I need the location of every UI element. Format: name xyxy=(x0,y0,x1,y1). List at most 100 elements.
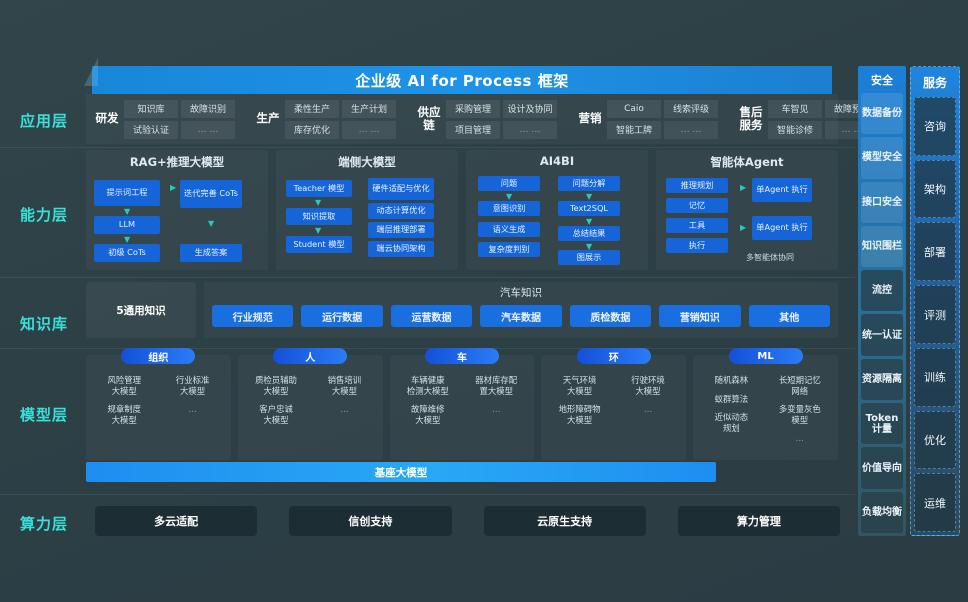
cap-box[interactable]: 语义生成 xyxy=(478,222,540,237)
model-item[interactable]: 蚁群算法 xyxy=(714,393,749,404)
app-cell[interactable]: 设计及协同 xyxy=(503,99,557,118)
cap-box[interactable]: 复杂度判别 xyxy=(478,242,540,257)
cap-box[interactable]: Text2SQL xyxy=(558,201,620,216)
compute-button-multicloud[interactable]: 多云适配 xyxy=(95,506,258,536)
app-cell-more: … … xyxy=(503,120,557,139)
cap-box[interactable]: 初级 CoTs xyxy=(94,244,160,262)
cap-box[interactable]: 推理规划 xyxy=(666,178,728,193)
security-item-isolation[interactable]: 资源隔离 xyxy=(861,358,903,401)
compute-button-xinchuang[interactable]: 信创支持 xyxy=(289,506,452,536)
cap-box[interactable]: 硬件适配与优化 xyxy=(368,178,434,200)
cap-box[interactable]: 生成答案 xyxy=(180,244,242,262)
service-item-operations[interactable]: 运维 xyxy=(914,473,956,533)
model-pill: 环 xyxy=(576,348,651,364)
knowledge-chip[interactable]: 其他 xyxy=(748,305,830,327)
model-item[interactable]: 质检员辅助 大模型 xyxy=(255,375,297,396)
security-item-loadbalance[interactable]: 负载均衡 xyxy=(861,491,903,533)
page-title: 企业级 AI for Process 框架 xyxy=(92,66,832,94)
app-cell[interactable]: Caio xyxy=(607,99,661,118)
model-item[interactable]: 行驶环境 大模型 xyxy=(631,375,665,396)
cap-box[interactable]: 图展示 xyxy=(558,250,620,265)
knowledge-chip[interactable]: 汽车数据 xyxy=(480,305,562,327)
cap-box[interactable]: 单Agent 执行 xyxy=(752,216,812,240)
cap-box[interactable]: 提示词工程 xyxy=(94,180,160,206)
model-item[interactable]: 近似动态 规划 xyxy=(714,412,749,433)
knowledge-chip[interactable]: 行业规范 xyxy=(212,305,294,327)
cap-box[interactable]: 动态计算优化 xyxy=(368,203,434,219)
model-item[interactable]: 客户忠诚 大模型 xyxy=(259,404,293,425)
app-cell[interactable]: 知识库 xyxy=(124,99,178,118)
security-item-value[interactable]: 价值导向 xyxy=(861,447,903,489)
divider xyxy=(0,494,855,495)
compute-button-management[interactable]: 算力管理 xyxy=(677,506,840,536)
cap-box[interactable]: 工具 xyxy=(666,218,728,233)
app-cell[interactable]: 采购管理 xyxy=(446,99,500,118)
cap-box[interactable]: 端云协同架构 xyxy=(368,241,434,257)
service-item-consulting[interactable]: 咨询 xyxy=(914,97,956,156)
model-item[interactable]: 风险管理 大模型 xyxy=(107,375,141,396)
model-item[interactable]: 长短期记忆 网络 xyxy=(778,375,821,396)
app-group-name: 售后服务 xyxy=(739,104,763,132)
cap-box[interactable]: 迭代完善 CoTs xyxy=(180,180,242,208)
model-card-ml: ML 随机森林 蚁群算法 近似动态 规划 长短期记忆 网络 多变量灰色 模型 … xyxy=(693,348,838,460)
app-cell[interactable]: 智能工牌 xyxy=(607,120,661,139)
arrow-right-icon: ▶ xyxy=(740,223,747,232)
security-item-guardrail[interactable]: 知识围栏 xyxy=(861,225,903,268)
model-card-vehicle: 车 车辆健康 检测大模型 故障维修 大模型 器材库存配 置大模型 … xyxy=(390,348,535,460)
cap-box[interactable]: 执行 xyxy=(666,238,728,253)
app-cell[interactable]: 线索评级 xyxy=(664,99,718,118)
model-item[interactable]: 销售培训 大模型 xyxy=(327,375,362,396)
app-cell[interactable]: 柔性生产 xyxy=(285,99,339,118)
knowledge-chip[interactable]: 营销知识 xyxy=(659,305,741,327)
cap-box[interactable]: Student 模型 xyxy=(286,236,352,253)
app-cell[interactable]: 车智见 xyxy=(768,99,822,118)
arrow-down-icon: ▼ xyxy=(586,192,593,201)
app-cell[interactable]: 智能诊修 xyxy=(768,120,822,139)
capability-layer: RAG+推理大模型 提示词工程 ▼ LLM ▼ 初级 CoTs 迭代完善 CoT… xyxy=(86,150,838,270)
cap-box[interactable]: 意图识别 xyxy=(478,201,540,216)
model-item[interactable]: 天气环境 大模型 xyxy=(562,375,597,396)
arrow-down-icon: ▼ xyxy=(315,226,322,235)
model-item[interactable]: 多变量灰色 模型 xyxy=(778,404,821,425)
app-cell[interactable]: 试验认证 xyxy=(124,120,178,139)
knowledge-chip[interactable]: 运营数据 xyxy=(390,305,473,327)
model-item[interactable]: 器材库存配 置大模型 xyxy=(475,375,518,396)
cap-box[interactable]: 问题 xyxy=(478,176,540,191)
model-item[interactable]: 故障维修 大模型 xyxy=(411,404,445,425)
security-item-sso[interactable]: 统一认证 xyxy=(861,314,903,356)
cap-box[interactable]: 记忆 xyxy=(666,198,728,213)
app-cell[interactable]: 故障识别 xyxy=(181,99,235,118)
app-cell[interactable]: 生产计划 xyxy=(342,99,396,118)
model-item[interactable]: 车辆健康 检测大模型 xyxy=(406,375,449,396)
cap-box[interactable]: 知识提取 xyxy=(286,208,352,225)
cap-box[interactable]: 问题分解 xyxy=(558,176,620,191)
knowledge-chip[interactable]: 运行数据 xyxy=(301,305,383,327)
knowledge-layer: 5通用知识 汽车知识 行业规范 运行数据 运营数据 汽车数据 质检数据 营销知识… xyxy=(86,282,838,342)
cap-box[interactable]: LLM xyxy=(94,216,160,234)
cap-box[interactable]: 单Agent 执行 xyxy=(752,178,812,202)
service-item-architecture[interactable]: 架构 xyxy=(914,159,956,219)
app-cell[interactable]: 项目管理 xyxy=(446,120,500,139)
cap-box[interactable]: 总结结果 xyxy=(558,226,620,241)
security-item-flowcontrol[interactable]: 流控 xyxy=(861,270,903,312)
cap-box[interactable]: Teacher 模型 xyxy=(286,180,352,197)
security-item-model[interactable]: 模型安全 xyxy=(861,137,903,179)
service-item-optimization[interactable]: 优化 xyxy=(914,410,956,470)
security-item-token[interactable]: Token计量 xyxy=(861,403,903,445)
service-item-training[interactable]: 训练 xyxy=(914,347,956,407)
model-item[interactable]: 规章制度 大模型 xyxy=(107,404,141,425)
service-item-deployment[interactable]: 部署 xyxy=(914,222,956,282)
knowledge-general[interactable]: 5通用知识 xyxy=(86,282,196,338)
knowledge-chip[interactable]: 质检数据 xyxy=(569,305,652,327)
model-item[interactable]: 随机森林 xyxy=(714,375,749,385)
model-item[interactable]: 地形障碍物 大模型 xyxy=(558,404,601,425)
app-cell[interactable]: 库存优化 xyxy=(285,120,339,139)
security-item-interface[interactable]: 接口安全 xyxy=(861,181,903,223)
security-item-backup[interactable]: 数据备份 xyxy=(861,93,903,135)
service-item-evaluation[interactable]: 评测 xyxy=(914,285,956,344)
cap-box[interactable]: 端层推理部署 xyxy=(368,222,434,238)
model-item[interactable]: 行业标准 大模型 xyxy=(175,375,210,396)
model-pill: 组织 xyxy=(121,348,196,364)
knowledge-head: 汽车知识 xyxy=(500,287,542,299)
compute-button-cloudnative[interactable]: 云原生支持 xyxy=(483,506,646,536)
